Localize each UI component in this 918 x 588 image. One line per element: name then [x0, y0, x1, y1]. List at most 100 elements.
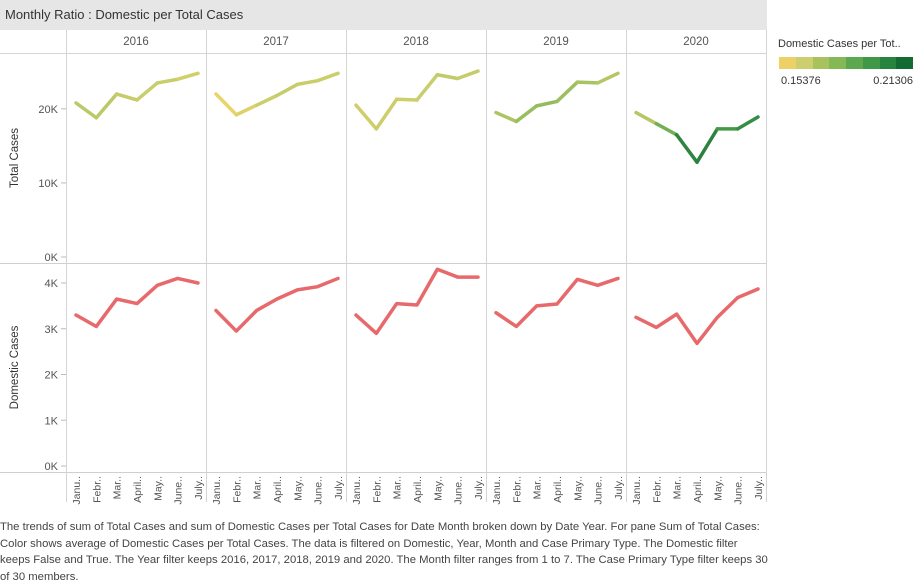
x-tick-label: July.. [473, 476, 485, 500]
y-tick-label: 0K [45, 461, 59, 473]
column-header-2017: 2017 [263, 36, 289, 48]
column-header-2018: 2018 [403, 36, 429, 48]
x-tick-label: May.. [712, 476, 724, 501]
x-tick-label: Mar.. [252, 476, 264, 499]
line-segment-2019 [494, 110, 519, 124]
x-tick-label: Febr.. [511, 476, 523, 503]
line-segment-2018 [394, 97, 419, 102]
line-segment-2016 [74, 101, 99, 120]
x-tick-label: Janu.. [71, 476, 83, 505]
x-tick-label: July.. [333, 476, 345, 500]
x-tick-label: Febr.. [371, 476, 383, 503]
x-tick-label: Mar.. [392, 476, 404, 499]
line-segment-2016 [175, 71, 200, 81]
y-tick-label: 10K [38, 178, 58, 190]
x-tick-label: May.. [572, 476, 584, 501]
x-tick-label: June.. [173, 476, 185, 505]
legend-swatch-3 [829, 57, 846, 69]
x-tick-label: Febr.. [231, 476, 243, 503]
y-tick-label: 2K [45, 370, 59, 382]
x-tick-label: July.. [613, 476, 625, 500]
column-header-2016: 2016 [123, 36, 149, 48]
line-segment-2017 [214, 92, 239, 117]
chart-svg: 2016 2017 2018 2019 2020 0K 10K 20K Total Cases 0… [0, 30, 767, 505]
column-header-2020: 2020 [683, 36, 709, 48]
legend-swatch-0 [779, 57, 796, 69]
y-tick-label: 20K [38, 104, 58, 116]
domestic-line-2016 [74, 276, 200, 329]
line-segment-2016 [94, 92, 119, 120]
x-tick-label: April.. [552, 476, 564, 503]
legend-max-label: 0.21306 [873, 75, 913, 87]
line-segment-2020 [695, 127, 720, 164]
y-tick-label: 0K [45, 252, 59, 264]
line-segment-2016 [135, 81, 160, 102]
x-tick-label: April.. [412, 476, 424, 503]
line-segment-2018 [415, 73, 440, 102]
y-axis-title-1: Domestic Cases [9, 325, 21, 409]
x-tick-label: May.. [152, 476, 164, 501]
domestic-line-2020 [634, 287, 760, 346]
x-tick-label: Mar.. [672, 476, 684, 499]
x-tick-label: April.. [692, 476, 704, 503]
domestic-line-2017 [214, 276, 340, 333]
x-tick-label: Janu.. [211, 476, 223, 505]
legend-swatch-5 [862, 57, 880, 69]
column-header-2019: 2019 [543, 36, 569, 48]
line-segment-2017 [275, 82, 300, 98]
x-tick-label: Mar.. [532, 476, 544, 499]
x-tick-label: June.. [453, 476, 465, 505]
y-axis-title-0: Total Cases [9, 128, 21, 188]
x-tick-label: May.. [292, 476, 304, 501]
line-segment-2020 [674, 133, 699, 164]
title-bar: Monthly Ratio : Domestic per Total Cases [0, 0, 767, 30]
x-tick-label: May.. [432, 476, 444, 501]
line-segment-2017 [315, 71, 340, 83]
line-segment-2017 [295, 78, 320, 87]
legend-swatch-4 [846, 57, 863, 69]
legend-swatch-2 [812, 57, 830, 69]
line-segment-2020 [634, 110, 659, 126]
line-segment-2017 [234, 103, 259, 117]
x-tick-label: Janu.. [491, 476, 503, 505]
line-segment-2017 [254, 93, 279, 107]
legend-title: Domestic Cases per Tot.. [778, 38, 901, 50]
line-segment-2019 [534, 99, 559, 108]
legend-color-ramp [779, 57, 913, 69]
x-tick-label: April.. [272, 476, 284, 503]
legend-min-label: 0.15376 [781, 75, 821, 87]
chart-caption: The trends of sum of Total Cases and sum… [0, 521, 768, 583]
x-tick-label: Mar.. [112, 476, 124, 499]
x-tick-label: Febr.. [651, 476, 663, 503]
legend-swatch-7 [896, 57, 913, 69]
line-segment-2016 [114, 92, 139, 102]
x-tick-label: July.. [193, 476, 205, 500]
line-segment-2019 [555, 80, 580, 104]
line-segment-2019 [575, 80, 600, 85]
legend-swatch-1 [795, 57, 813, 69]
line-segment-2020 [735, 115, 760, 131]
x-tick-label: June.. [313, 476, 325, 505]
y-tick-label: 4K [45, 278, 59, 290]
line-segment-2016 [155, 77, 180, 85]
x-tick-label: Febr.. [91, 476, 103, 503]
line-segment-2018 [374, 97, 399, 131]
x-tick-label: June.. [733, 476, 745, 505]
domestic-line-2018 [354, 267, 480, 336]
line-segment-2018 [455, 69, 480, 81]
line-segment-2018 [435, 73, 460, 81]
chart-title: Monthly Ratio : Domestic per Total Cases [5, 7, 244, 22]
domestic-line-2019 [494, 276, 620, 329]
color-legend: Domestic Cases per Tot.. 0.15376 0.21306 [778, 38, 916, 98]
line-segment-2019 [514, 104, 539, 124]
legend-swatch-6 [879, 57, 897, 69]
y-tick-label: 3K [45, 324, 59, 336]
x-tick-label: Janu.. [631, 476, 643, 505]
x-tick-label: July.. [753, 476, 765, 500]
line-segment-2020 [654, 121, 679, 137]
line-segment-2019 [595, 71, 620, 85]
line-segment-2018 [354, 103, 379, 131]
x-tick-label: June.. [593, 476, 605, 505]
x-tick-label: Janu.. [351, 476, 363, 505]
x-tick-label: April.. [132, 476, 144, 503]
